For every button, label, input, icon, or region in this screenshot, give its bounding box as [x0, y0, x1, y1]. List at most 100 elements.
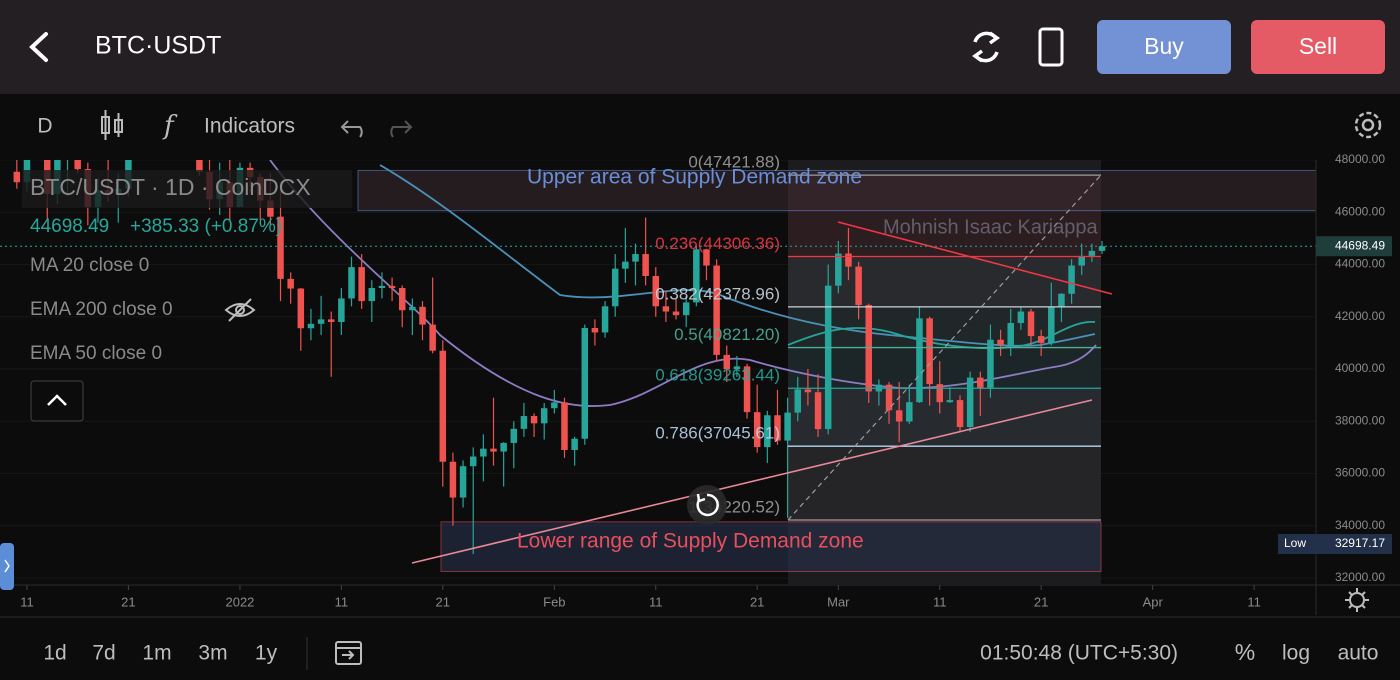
interval-button[interactable]: D	[37, 115, 52, 138]
y-tick-label: 46000.00	[1335, 204, 1385, 218]
candle-body	[723, 354, 731, 369]
candle-body	[966, 377, 974, 427]
candle-body	[530, 416, 538, 424]
candle-body	[611, 268, 619, 307]
range-button[interactable]: 1m	[142, 642, 171, 665]
x-tick-label: 21	[436, 594, 450, 609]
candle-body	[490, 448, 497, 452]
candle-body	[307, 323, 315, 329]
buy-button[interactable]	[1097, 20, 1231, 74]
y-tick-label: 48000.00	[1335, 152, 1385, 166]
candle-body	[885, 384, 893, 411]
orientation-icon[interactable]	[1038, 27, 1064, 67]
side-tab[interactable]	[0, 543, 14, 590]
pair-title: BTC·USDT	[95, 32, 221, 60]
candle-body	[977, 377, 984, 388]
indicators-button[interactable]: Indicators	[204, 115, 295, 138]
fib-level-label: 0.236(44306.36)	[655, 234, 780, 253]
log-toggle[interactable]: log	[1282, 642, 1310, 665]
moving-average-line	[787, 321, 1096, 350]
candle-body	[814, 392, 822, 430]
clock: 01:50:48 (UTC+5:30)	[980, 642, 1178, 665]
x-tick-label: 11	[649, 594, 663, 609]
candle-body	[348, 267, 355, 299]
fib-band	[788, 446, 1101, 520]
undo-icon[interactable]	[340, 120, 363, 138]
back-button[interactable]	[29, 32, 48, 62]
candle-body	[317, 319, 325, 324]
candle-body	[1058, 293, 1065, 308]
candle-body	[409, 306, 416, 311]
candle-body	[388, 285, 396, 289]
candle-body	[1078, 255, 1085, 266]
candle-body	[926, 318, 933, 385]
candle-body	[764, 415, 771, 448]
sell-button[interactable]	[1251, 20, 1385, 74]
x-tick-label: 21	[121, 594, 135, 609]
candle-body	[1017, 311, 1025, 324]
candle-body	[64, 136, 71, 149]
hide-icon[interactable]	[224, 298, 256, 322]
collapse-button[interactable]	[30, 380, 84, 422]
percent-toggle[interactable]: %	[1235, 639, 1255, 665]
candle-body	[835, 253, 842, 286]
candle-body	[480, 448, 487, 457]
y-tick-label: 32000.00	[1335, 570, 1385, 584]
refresh-icon[interactable]	[971, 31, 1001, 63]
candle-body	[13, 171, 21, 183]
auto-toggle[interactable]: auto	[1338, 642, 1379, 665]
candle-body	[895, 410, 903, 422]
range-button[interactable]: 1y	[255, 642, 278, 665]
zone-label: Lower range of Supply Demand zone	[517, 530, 864, 553]
candle-body	[135, 136, 142, 144]
candle-body	[713, 265, 720, 355]
candle-body	[601, 306, 609, 333]
candle-body	[551, 402, 558, 409]
y-tick-label: 38000.00	[1335, 413, 1385, 427]
x-tick-label: Apr	[1143, 594, 1164, 609]
range-button[interactable]: 1d	[43, 642, 66, 665]
trend-line	[837, 221, 1113, 295]
x-tick-label: Feb	[543, 594, 565, 609]
settings-icon[interactable]	[1354, 111, 1382, 139]
candle-body	[784, 412, 791, 441]
candle-body	[1088, 250, 1096, 256]
redo-icon[interactable]	[390, 120, 413, 138]
candle-body	[622, 261, 629, 269]
x-tick-label: 21	[1034, 594, 1048, 609]
range-button[interactable]: 7d	[92, 642, 115, 665]
candle-body	[510, 428, 518, 443]
candle-body	[561, 402, 568, 450]
reset-button[interactable]	[687, 485, 727, 525]
fib-level-label: 0.618(39263.44)	[655, 366, 780, 385]
candle-body	[338, 298, 345, 322]
candle-body	[987, 339, 994, 388]
y-tick-label: 34000.00	[1335, 518, 1385, 532]
candle-body	[1007, 323, 1014, 345]
fib-background	[788, 160, 1101, 584]
sell-label: Sell	[1299, 33, 1337, 59]
moving-average-line	[379, 164, 1096, 347]
x-tick-label: Mar	[827, 594, 850, 609]
x-tick-label: 11	[335, 594, 349, 609]
goto-date-icon[interactable]	[335, 641, 362, 665]
fib-band	[788, 347, 1101, 389]
indicator-legend: MA 20 close 0	[30, 255, 149, 276]
candle-body	[459, 466, 467, 498]
fib-band	[788, 388, 1101, 447]
candle-body	[642, 254, 649, 276]
candle-body	[824, 285, 832, 430]
candle-body	[277, 216, 284, 279]
last-price-tag	[1316, 236, 1392, 257]
candle-body	[652, 275, 660, 307]
candle-body	[287, 278, 294, 289]
x-tick-label: 11	[1247, 594, 1261, 609]
supply-demand-zone	[357, 169, 1316, 212]
range-button[interactable]: 3m	[198, 642, 227, 665]
collapse-icon	[47, 394, 67, 406]
x-tick-label: 11	[933, 594, 947, 609]
scale-settings-icon[interactable]	[1345, 588, 1369, 612]
fx-icon[interactable]: f	[162, 111, 178, 141]
candle-body	[1037, 336, 1045, 343]
chart-type-icon[interactable]	[101, 110, 123, 140]
